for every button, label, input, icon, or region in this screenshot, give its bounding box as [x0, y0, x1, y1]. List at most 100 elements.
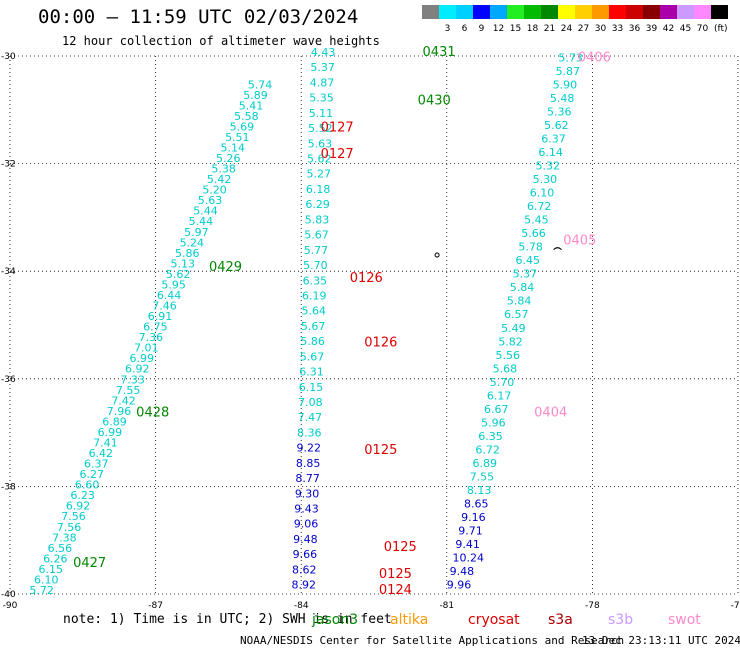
wave-height-reading: 5.69: [230, 120, 255, 133]
wave-height-reading: 5.14: [221, 141, 246, 154]
wave-height-reading: 5.95: [161, 278, 186, 291]
pass-label-cryosat: 0127: [321, 120, 354, 135]
wave-height-reading: 5.70: [490, 376, 515, 389]
wave-height-reading: 5.77: [304, 244, 329, 257]
wave-height-reading: 6.44: [157, 289, 182, 302]
pass-label-cryosat: 0126: [350, 271, 383, 286]
pass-label-jason3: 0427: [73, 556, 106, 571]
wave-height-reading: 5.67: [304, 229, 329, 242]
wave-height-reading: 6.35: [303, 274, 328, 287]
wave-height-reading: 6.17: [487, 389, 512, 402]
wave-height-reading: 5.52: [308, 122, 333, 135]
legend-item-s3a: s3a: [548, 612, 573, 628]
wave-height-reading: 6.29: [305, 198, 330, 211]
wave-height-reading: 5.45: [524, 214, 549, 227]
map-subtitle: 12 hour collection of altimeter wave hei…: [62, 34, 380, 48]
scale-label: 27: [578, 24, 589, 34]
wave-height-reading: 5.35: [309, 92, 334, 105]
scale-swatch: [507, 5, 524, 19]
pass-label-swot: 0405: [563, 233, 596, 248]
wave-height-reading: 8.36: [297, 426, 322, 439]
wave-height-reading: 5.84: [510, 281, 535, 294]
wave-height-reading: 7.42: [111, 394, 135, 407]
legend-item-cryosat: cryosat: [468, 612, 520, 628]
wave-height-reading: 5.30: [533, 173, 558, 186]
island-outline: [434, 252, 440, 258]
scale-label: 30: [595, 24, 607, 34]
wave-height-reading: 5.11: [309, 107, 334, 120]
wave-height-reading: 5.89: [243, 89, 268, 102]
wave-height-reading: 7.33: [120, 373, 145, 386]
scale-unit: (ft): [714, 24, 728, 34]
lat-tick-label: -36: [1, 375, 16, 385]
scale-label: 18: [527, 24, 539, 34]
pass-label-cryosat: 0125: [364, 443, 397, 458]
wave-height-reading: 9.48: [450, 565, 475, 578]
wave-height-reading: 5.49: [501, 322, 526, 335]
scale-label: 21: [544, 24, 555, 34]
wave-height-reading: 7.01: [134, 342, 159, 355]
wave-height-reading: 6.35: [478, 430, 503, 443]
scale-swatch: [422, 5, 439, 19]
wave-height-reading: 5.67: [300, 350, 325, 363]
wave-height-reading: 6.10: [34, 573, 59, 586]
pass-label-cryosat: 0125: [379, 567, 412, 582]
note-text: note: 1) Time is in UTC; 2) SWH is in fe…: [63, 612, 392, 627]
wave-height-reading: 5.62: [544, 119, 569, 132]
scale-swatch: [592, 5, 609, 19]
wave-height-reading: 5.36: [547, 105, 572, 118]
lat-tick-label: -40: [1, 590, 16, 600]
wave-height-reading: 6.18: [306, 183, 331, 196]
wave-height-reading: 6.72: [475, 443, 500, 456]
scale-label: 45: [680, 24, 691, 34]
wave-height-reading: 6.14: [538, 146, 563, 159]
scale-swatch: [558, 5, 575, 19]
lon-tick-label: -90: [3, 601, 18, 611]
wave-height-reading: 5.70: [303, 259, 328, 272]
scale-swatch: [490, 5, 507, 19]
wave-height-reading: 9.41: [455, 538, 480, 551]
wave-height-reading: 5.62: [166, 268, 191, 281]
color-scale: 3 6 9 12 15 18 21 24 27 30 33 36 39 42 45 70 (ft): [422, 5, 728, 34]
wave-height-reading: 5.68: [493, 362, 518, 375]
wave-height-reading: 5.96: [481, 416, 506, 429]
scale-swatch: [541, 5, 558, 19]
wave-height-reading: 5.72: [29, 584, 54, 597]
map-title: 00:00 — 11:59 UTC 02/03/2024: [38, 6, 359, 28]
scale-label: 12: [493, 24, 504, 34]
wave-height-reading: 5.51: [225, 131, 250, 144]
wave-height-reading: 6.60: [75, 479, 100, 492]
lat-tick-label: -34: [1, 267, 16, 277]
scale-swatch: [575, 5, 592, 19]
wave-height-reading: 10.24: [453, 552, 485, 565]
scale-swatch: [439, 5, 456, 19]
wave-height-reading: 6.10: [530, 187, 555, 200]
pass-label-swot: 0404: [534, 405, 567, 420]
lon-tick-label: -78: [585, 601, 600, 611]
scale-label: 6: [462, 24, 468, 34]
wave-height-reading: 5.44: [193, 205, 218, 218]
wave-height-reading: 5.84: [507, 295, 532, 308]
lon-tick-label: -87: [148, 601, 163, 611]
pass-label-cryosat: 0127: [321, 147, 354, 162]
legend-item-altika: altika: [390, 612, 429, 628]
wave-height-reading: 5.87: [556, 65, 581, 78]
wave-height-reading: 5.41: [239, 99, 263, 112]
legend-item-swot: swot: [668, 612, 701, 628]
wave-height-reading: 7.46: [152, 300, 177, 313]
legend-item-jason3: jason3: [312, 612, 359, 628]
wave-height-reading: 9.96: [447, 579, 472, 592]
wave-height-reading: 6.31: [299, 366, 324, 379]
scale-label: 70: [697, 24, 709, 34]
wave-height-reading: 4.87: [310, 76, 335, 89]
wave-height-reading: 8.85: [296, 457, 321, 470]
wave-height-reading: 6.72: [527, 200, 552, 213]
scale-label: 39: [646, 24, 658, 34]
wave-height-reading: 6.99: [98, 426, 123, 439]
scale-swatch: [711, 5, 728, 19]
wave-height-reading: 6.99: [130, 352, 155, 365]
lon-tick-label: -81: [439, 601, 454, 611]
wave-height-reading: 9.30: [295, 487, 320, 500]
scale-swatch: [660, 5, 677, 19]
pass-label-jason3: 0431: [423, 45, 456, 60]
